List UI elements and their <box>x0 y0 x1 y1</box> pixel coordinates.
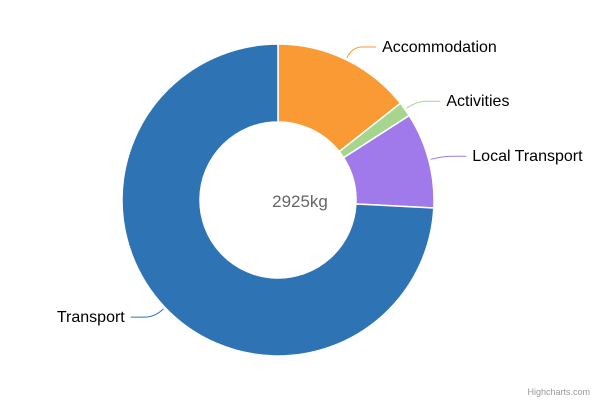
labels-group: Accommodation Activities Local Transport Tr… <box>57 39 583 326</box>
connector-transport <box>130 308 164 318</box>
data-label-local-transport: Local Transport <box>472 148 583 165</box>
data-label-transport: Transport <box>57 309 125 326</box>
credits-link[interactable]: Highcharts.com <box>527 387 590 397</box>
data-label-accommodation: Accommodation <box>382 39 497 56</box>
connector-accommodation <box>346 46 377 59</box>
data-label-activities: Activities <box>446 93 509 110</box>
center-total-label: 2925kg <box>272 192 328 211</box>
slice-transport[interactable] <box>121 43 435 357</box>
connector-activities <box>406 100 441 109</box>
connector-local-transport <box>430 155 467 160</box>
connectors-group <box>130 46 467 318</box>
slices-group <box>121 43 435 357</box>
